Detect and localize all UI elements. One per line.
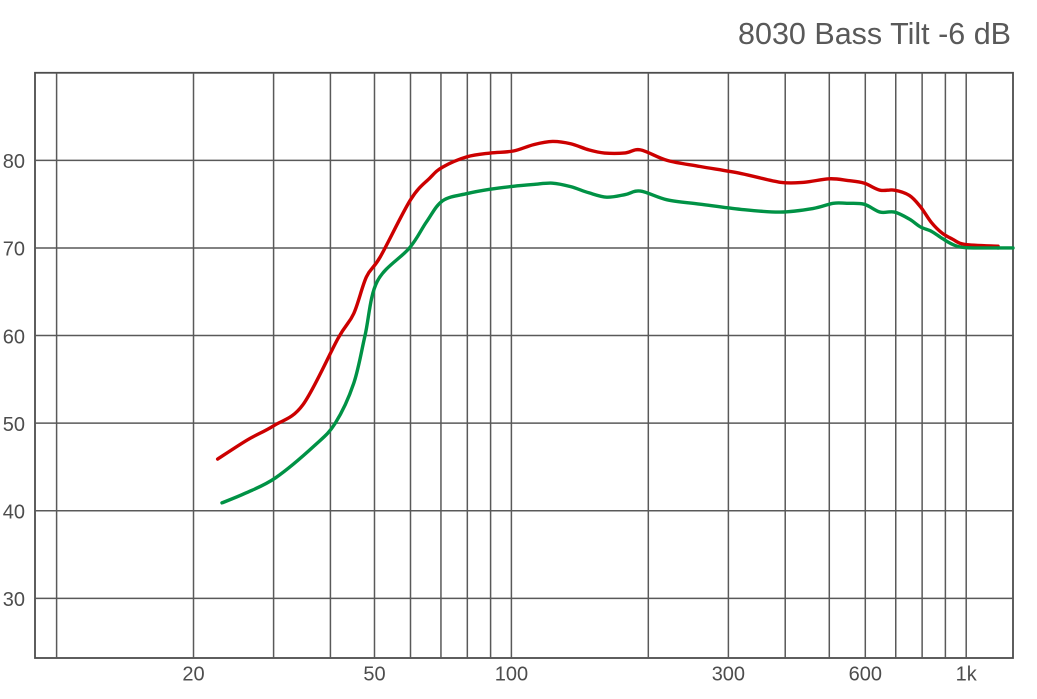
svg-text:20: 20 [182, 664, 204, 686]
svg-text:50: 50 [3, 414, 25, 436]
svg-text:40: 40 [3, 502, 25, 524]
svg-text:30: 30 [3, 589, 25, 611]
svg-text:60: 60 [3, 326, 25, 348]
svg-text:1k: 1k [956, 664, 978, 686]
svg-text:8030 Bass Tilt -6 dB: 8030 Bass Tilt -6 dB [738, 17, 1011, 51]
svg-text:300: 300 [712, 664, 745, 686]
svg-text:80: 80 [3, 151, 25, 173]
svg-text:50: 50 [363, 664, 385, 686]
svg-text:70: 70 [3, 239, 25, 261]
svg-text:600: 600 [849, 664, 882, 686]
svg-text:100: 100 [495, 664, 528, 686]
